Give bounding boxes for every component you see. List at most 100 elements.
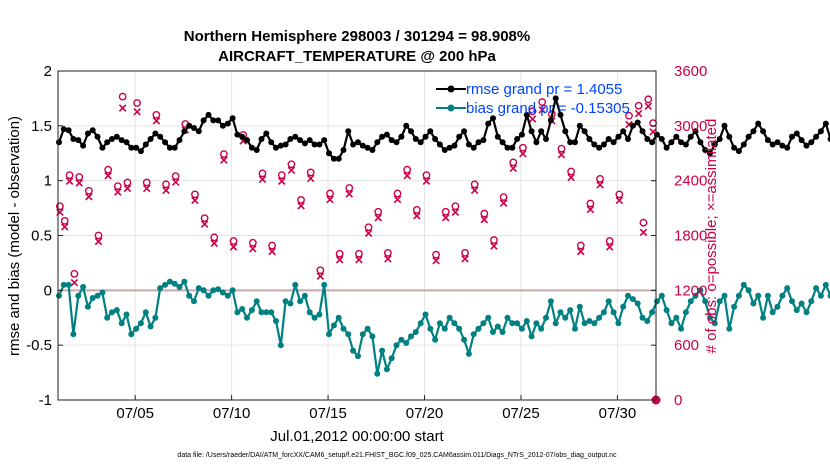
bias-point: [673, 314, 680, 321]
obs-possible-marker: [171, 172, 180, 180]
obs-assimilated-marker: [335, 256, 344, 264]
bias-point: [784, 285, 791, 292]
obs-possible-marker: [480, 209, 489, 218]
bias-point: [461, 336, 468, 343]
bias-point: [639, 314, 646, 321]
obs-assimilated-marker: [384, 255, 392, 263]
rmse-point: [808, 139, 815, 146]
bias-point: [94, 292, 101, 299]
left-tick-label: 2: [44, 63, 52, 80]
bias-point: [268, 309, 275, 316]
bias-point: [750, 300, 757, 307]
obs-possible-marker: [287, 160, 296, 169]
bias-point: [827, 292, 830, 299]
bias-point: [171, 280, 178, 287]
bias-point: [465, 350, 472, 357]
rmse-point: [147, 136, 154, 142]
right-tick-label: 2400: [674, 173, 707, 190]
rmse-point: [731, 144, 738, 151]
x-axis-label: Jul.01,2012 00:00:00 start: [270, 428, 444, 445]
bias-point: [605, 298, 612, 305]
obs-assimilated-marker: [567, 173, 575, 182]
bias-point: [697, 287, 704, 294]
right-tick-label: 1200: [674, 282, 707, 299]
bias-point: [408, 333, 414, 340]
rmse-point: [547, 117, 554, 124]
bias-point: [65, 281, 72, 288]
rmse-point: [610, 139, 617, 146]
rmse-point: [673, 133, 680, 140]
rmse-point: [436, 141, 443, 148]
rmse-point: [514, 136, 521, 142]
rmse-point: [543, 136, 549, 142]
rmse-point: [817, 128, 824, 135]
bias-point: [533, 320, 540, 327]
rmse-point: [137, 148, 144, 155]
bias-point: [760, 314, 767, 321]
bias-point: [56, 292, 62, 299]
obs-possible-marker: [142, 178, 151, 187]
bias-point: [123, 311, 130, 318]
bias-point: [576, 303, 583, 310]
rmse-point: [572, 139, 578, 146]
data-file-footer: data file: /Users/raeder/DAI/ATM_forcXX/…: [177, 452, 617, 459]
rmse-point: [769, 141, 776, 148]
rmse-point: [224, 120, 231, 127]
bias-point: [369, 333, 376, 340]
rmse-point: [793, 130, 800, 137]
obs-assimilated-marker: [200, 220, 209, 228]
bias-point: [162, 281, 169, 288]
obs-possible-marker: [634, 101, 643, 110]
rmse-point: [89, 127, 96, 134]
obs-possible-marker: [191, 190, 199, 199]
rmse-point: [335, 155, 342, 162]
bias-point: [629, 296, 636, 303]
bias-point: [186, 292, 193, 299]
bias-point: [514, 320, 521, 327]
bias-point: [557, 309, 564, 316]
rmse-point: [456, 133, 463, 140]
rmse-point: [600, 141, 607, 148]
obs-possible-marker: [605, 237, 614, 245]
bias-point: [379, 347, 386, 354]
bias-point: [702, 298, 709, 305]
bias-point: [195, 285, 202, 292]
rmse-point: [205, 111, 212, 118]
obs-assimilated-marker: [306, 174, 315, 183]
obs-possible-marker: [528, 107, 537, 116]
obs-assimilated-marker: [268, 247, 276, 256]
rmse-point: [533, 139, 540, 146]
rmse-point: [65, 127, 72, 134]
rmse-point: [692, 128, 699, 135]
bias-point: [711, 320, 718, 327]
rmse-point: [311, 141, 318, 148]
rmse-point: [552, 95, 559, 102]
bias-point: [181, 278, 188, 285]
obs-possible-marker: [412, 206, 421, 214]
right-tick-label: 0: [674, 392, 682, 409]
rmse-point: [157, 133, 164, 140]
obs-possible-marker: [113, 182, 122, 191]
obs-possible-marker: [644, 95, 653, 104]
bias-point: [374, 370, 381, 377]
obs-assimilated-marker: [615, 196, 624, 205]
bias-point: [586, 318, 593, 324]
obs-assimilated-marker: [316, 272, 325, 280]
obs-possible-marker: [326, 189, 334, 198]
rmse-point: [109, 136, 115, 142]
obs-assimilated-marker: [528, 115, 537, 123]
bias-point: [610, 309, 617, 316]
rmse-point: [292, 133, 299, 140]
obs-assimilated-marker: [258, 175, 267, 184]
bias-point: [716, 298, 723, 305]
bias-point: [166, 278, 173, 285]
bias-point: [263, 309, 270, 316]
rmse-point: [586, 136, 593, 142]
rmse-point: [523, 111, 530, 118]
obs-assimilated-marker: [171, 178, 180, 186]
bias-point: [205, 292, 212, 299]
bias-point: [157, 285, 164, 292]
rmse-point: [494, 133, 501, 140]
chart-title-line2: AIRCRAFT_TEMPERATURE @ 200 hPa: [218, 48, 496, 65]
left-tick-label: 0.5: [31, 228, 52, 245]
